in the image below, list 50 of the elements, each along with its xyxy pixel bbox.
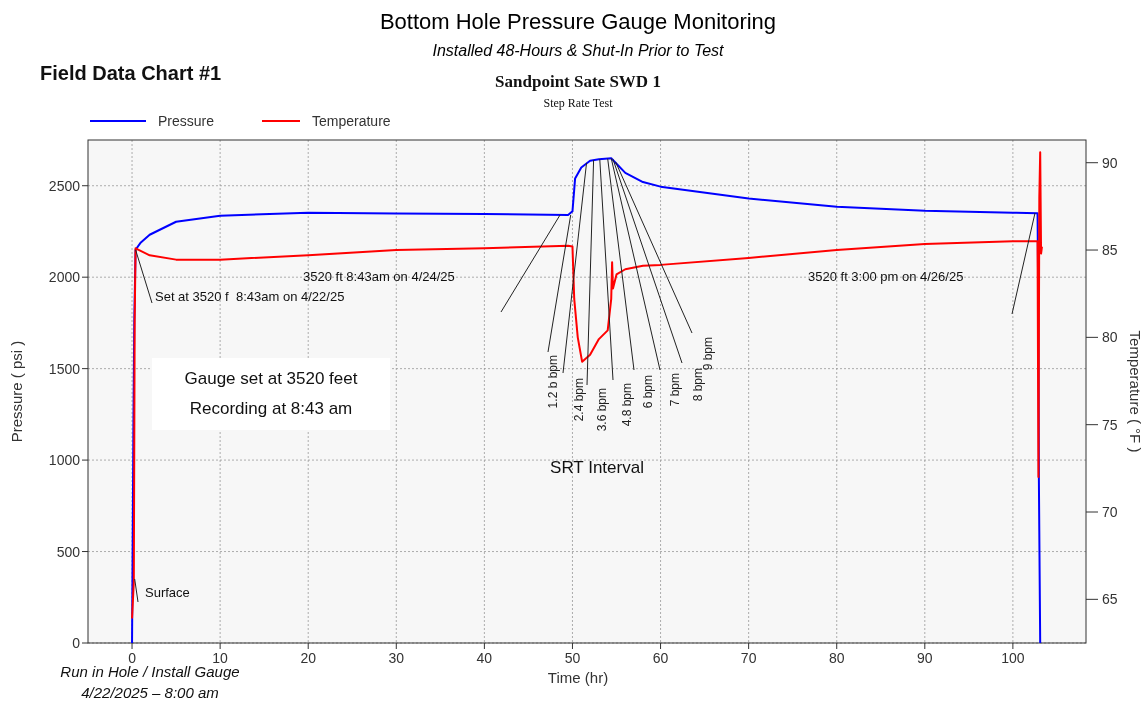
x-tick-label: 80 [828, 650, 845, 666]
annotation: 4.8 bpm [620, 383, 634, 427]
y-tick-label: 2500 [48, 177, 81, 194]
legend-label: Temperature [312, 113, 391, 129]
annotation: Gauge set at 3520 feet [184, 369, 358, 388]
x-tick-label: 100 [1001, 650, 1025, 666]
annotation: SRT Interval [550, 458, 644, 477]
annotation: 7 bpm [668, 373, 682, 407]
annotation: Surface [145, 585, 190, 600]
annotation: 3520 ft 8:43am on 4/24/25 [303, 269, 455, 284]
y2-tick-label: 85 [1102, 242, 1118, 259]
annotation: 3520 ft 3:00 pm on 4/26/25 [808, 269, 964, 284]
annotation: 9 bpm [701, 337, 715, 371]
annotation: 3.6 bpm [595, 388, 609, 432]
y2-tick-label: 80 [1102, 329, 1118, 346]
y-axis-title: Pressure ( psi ) [8, 340, 25, 443]
y-tick-label: 1500 [48, 360, 81, 377]
text: Run in Hole / Install Gauge [60, 663, 240, 680]
x-tick-label: 0 [128, 650, 137, 666]
x-tick-label: 30 [388, 650, 405, 666]
x-tick-label: 70 [740, 650, 757, 666]
x-tick-label: 90 [917, 650, 933, 666]
annotation: Set at 3520 f 8:43am on 4/22/25 [155, 289, 345, 304]
x-tick-label: 40 [476, 650, 493, 666]
text: 4/22/2025 – 8:00 am [81, 684, 219, 701]
annotation: 8 bpm [691, 368, 705, 402]
text: Step Rate Test [543, 96, 614, 110]
x-tick-label: 50 [564, 650, 581, 666]
x-tick-label: 10 [212, 650, 229, 666]
annotation: 6 bpm [641, 375, 655, 409]
x-axis-title: Time (hr) [547, 669, 609, 686]
y2-tick-label: 70 [1102, 504, 1118, 521]
chart-subtitle: Installed 48-Hours & Shut-In Prior to Test [432, 42, 725, 59]
annotation: Recording at 8:43 am [189, 399, 353, 418]
text: Field Data Chart #1 [40, 62, 222, 84]
legend-label: Pressure [158, 113, 215, 129]
annotation: 2.4 bpm [572, 378, 586, 422]
annotation: 1.2 b bpm [546, 355, 560, 409]
y-tick-label: 0 [72, 635, 81, 651]
y2-axis-title: Temperature ( °F ) [1127, 330, 1144, 453]
y-tick-label: 2000 [48, 269, 81, 286]
x-tick-label: 20 [300, 650, 317, 666]
y-tick-label: 500 [56, 543, 81, 560]
y2-tick-label: 75 [1102, 416, 1118, 433]
x-tick-label: 60 [652, 650, 669, 666]
y-tick-label: 1000 [48, 452, 81, 469]
chart-title: Bottom Hole Pressure Gauge Monitoring [379, 9, 777, 34]
y2-tick-label: 65 [1102, 591, 1118, 608]
y2-tick-label: 90 [1102, 154, 1118, 171]
text: Sandpoint Sate SWD 1 [495, 72, 661, 91]
